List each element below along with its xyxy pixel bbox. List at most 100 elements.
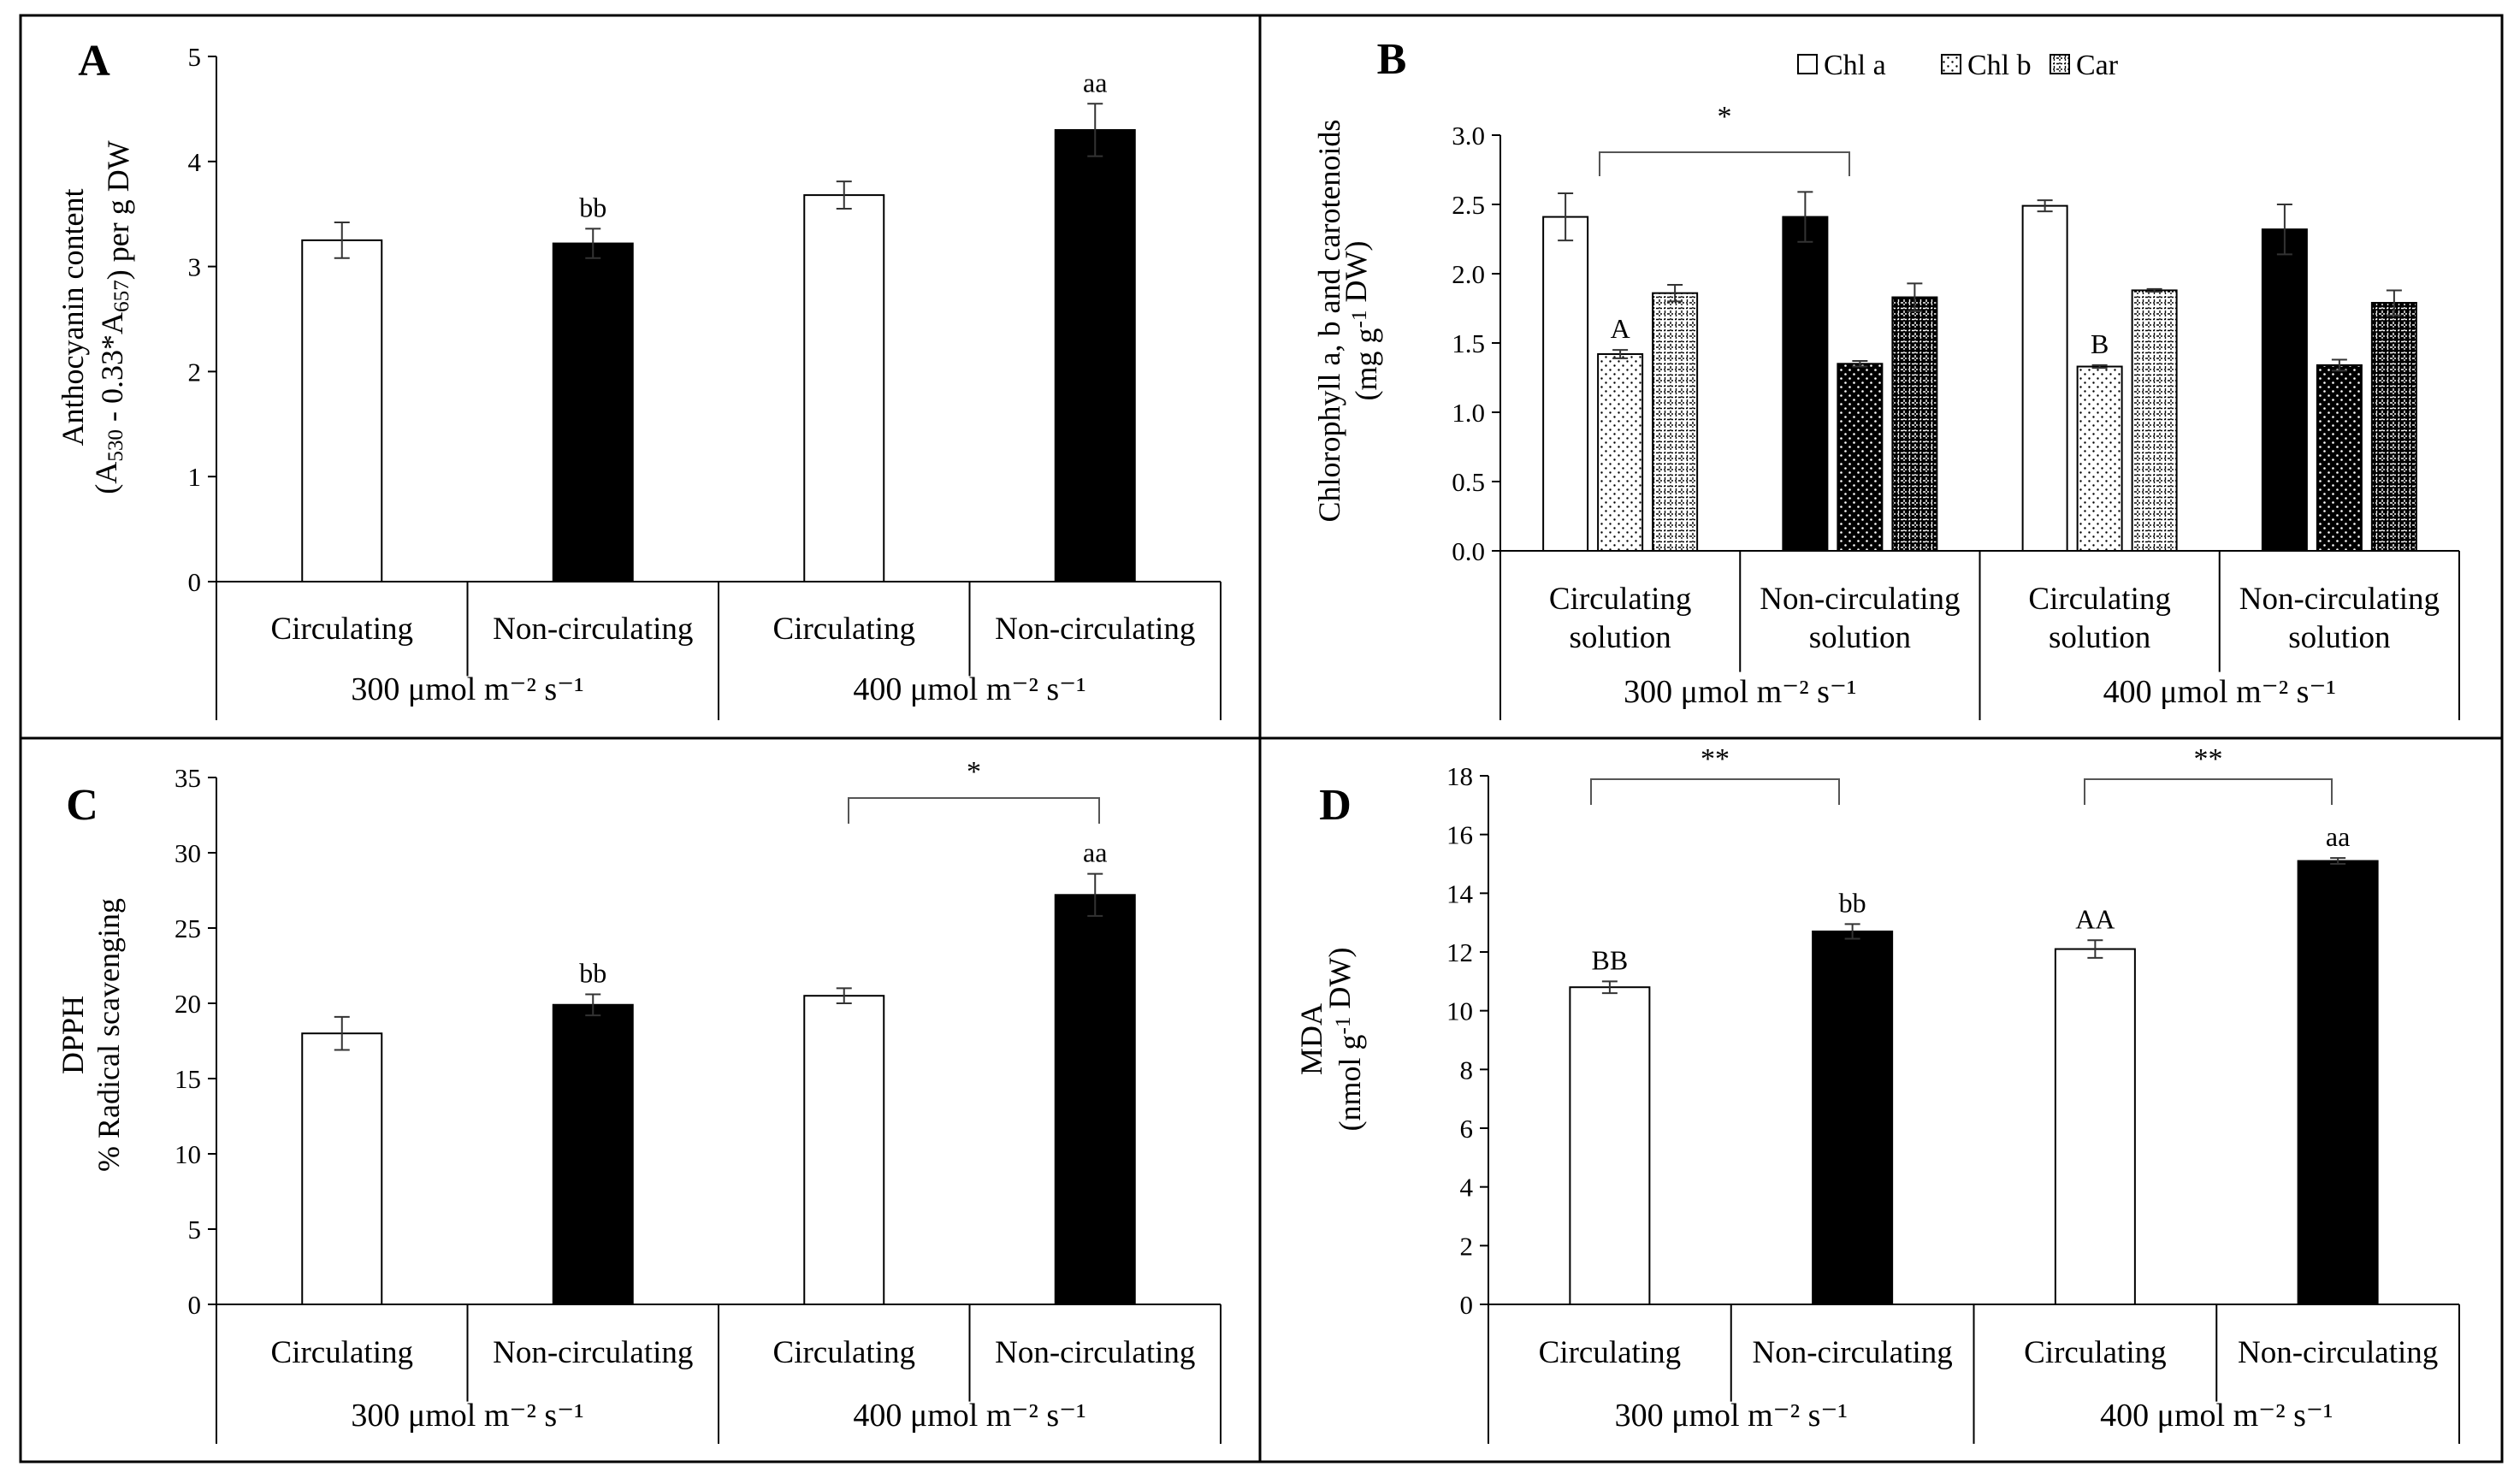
y-tick-label: 25 bbox=[174, 913, 201, 943]
group-label: 300 μmol m⁻² s⁻¹ bbox=[1624, 674, 1856, 710]
category-label-line1: Non-circulating bbox=[1760, 582, 1960, 617]
group-label: 300 μmol m⁻² s⁻¹ bbox=[351, 671, 583, 707]
bracket-label: ** bbox=[1701, 743, 1730, 775]
group-label: 300 μmol m⁻² s⁻¹ bbox=[351, 1398, 583, 1434]
bar-anthocyanin bbox=[301, 239, 383, 582]
y-tick-label: 0 bbox=[188, 1290, 202, 1320]
category-label-line2: solution bbox=[2049, 620, 2150, 655]
y-tick-label: 3.0 bbox=[1452, 121, 1485, 151]
y-axis-label: DPPH bbox=[56, 996, 90, 1074]
bracket-label: ** bbox=[2194, 743, 2223, 775]
y-tick-label: 1 bbox=[188, 462, 202, 492]
significance-label: bb bbox=[579, 957, 606, 988]
y-tick-label: 5 bbox=[188, 42, 202, 72]
bar-mda bbox=[2054, 948, 2136, 1305]
y-tick-label: 10 bbox=[1446, 996, 1473, 1026]
legend-label: Chl b bbox=[1967, 50, 2032, 81]
bar-chl-b bbox=[1597, 352, 1644, 552]
category-label: Circulating bbox=[2024, 1335, 2166, 1370]
significance-bracket bbox=[2084, 778, 2333, 805]
bar-car bbox=[2131, 289, 2178, 552]
y-tick-label: 0 bbox=[1460, 1290, 1474, 1320]
bar-car bbox=[2370, 302, 2417, 552]
significance-bracket bbox=[1599, 151, 1850, 176]
panel-letter: B bbox=[1377, 35, 1407, 84]
y-tick-label: 6 bbox=[1460, 1114, 1474, 1144]
significance-label: aa bbox=[1083, 837, 1107, 868]
legend-swatch bbox=[1797, 54, 1818, 74]
y-tick-label: 2.5 bbox=[1452, 190, 1485, 220]
bar-dpph bbox=[301, 1032, 383, 1305]
y-axis-label: (A530 - 0.33*A657) per g DW bbox=[89, 140, 135, 494]
panel-a: 0 1 2 3 4 5 Circulating Non-circulating Circulat… bbox=[56, 37, 1221, 720]
panel-c: 0 5 10 15 20 25 30 35 Circulating Non-circulating… bbox=[56, 756, 1221, 1444]
legend-label: Car bbox=[2076, 50, 2119, 81]
bar-anthocyanin bbox=[552, 242, 634, 582]
y-axis-label: Chlorophyll a, b and carotenoids bbox=[1312, 120, 1346, 523]
category-label: Circulating bbox=[773, 1335, 915, 1370]
panel-letter: C bbox=[66, 781, 98, 830]
legend-swatch bbox=[1941, 54, 1961, 74]
significance-bracket bbox=[848, 797, 1100, 824]
bar-anthocyanin bbox=[803, 194, 885, 582]
category-label: Non-circulating bbox=[493, 1335, 693, 1370]
category-label-line2: solution bbox=[1809, 620, 1911, 655]
y-tick-label: 2 bbox=[1460, 1231, 1474, 1261]
bar-chl-a bbox=[2261, 228, 2308, 552]
y-tick-label: 30 bbox=[174, 838, 201, 868]
significance-bracket bbox=[1590, 778, 1840, 805]
category-label: Non-circulating bbox=[1753, 1335, 1953, 1370]
y-tick-label: 0.0 bbox=[1452, 536, 1485, 566]
significance-label: AA bbox=[2075, 903, 2115, 934]
category-label-line2: solution bbox=[1570, 620, 1671, 655]
panel-letter: A bbox=[78, 37, 110, 86]
bar-chl-b bbox=[1837, 363, 1884, 552]
category-label-line2: solution bbox=[2288, 620, 2390, 655]
group-label: 300 μmol m⁻² s⁻¹ bbox=[1615, 1398, 1848, 1434]
y-tick-label: 20 bbox=[174, 989, 201, 1019]
legend-label: Chl a bbox=[1824, 50, 1886, 81]
category-label: Circulating bbox=[1539, 1335, 1681, 1370]
panel-b: 0.00.51.01.52.02.53.0Circulatingsolution… bbox=[1312, 35, 2460, 720]
category-label: Non-circulating bbox=[995, 612, 1195, 647]
y-tick-label: 35 bbox=[174, 763, 201, 793]
bar-dpph bbox=[552, 1003, 634, 1305]
category-label: Circulating bbox=[773, 612, 915, 647]
bar-chl-b bbox=[2076, 365, 2123, 553]
bar-car bbox=[1652, 292, 1699, 552]
y-tick-label: 1.0 bbox=[1452, 398, 1485, 428]
group-label: 400 μmol m⁻² s⁻¹ bbox=[853, 1398, 1085, 1434]
significance-label: aa bbox=[2326, 821, 2350, 852]
bar-mda bbox=[2297, 860, 2379, 1305]
category-label: Non-circulating bbox=[995, 1335, 1195, 1370]
y-tick-label: 10 bbox=[174, 1139, 201, 1169]
significance-label: BB bbox=[1592, 944, 1629, 975]
category-label-line1: Circulating bbox=[1549, 582, 1691, 617]
bar-dpph bbox=[1054, 894, 1136, 1306]
category-label: Non-circulating bbox=[493, 612, 693, 647]
bracket-label: * bbox=[1718, 101, 1732, 133]
group-label: 400 μmol m⁻² s⁻¹ bbox=[2103, 674, 2336, 710]
bar-car bbox=[1891, 296, 1938, 552]
panel-letter: D bbox=[1319, 781, 1352, 830]
y-tick-label: 0.5 bbox=[1452, 467, 1485, 497]
y-tick-label: 2.0 bbox=[1452, 259, 1485, 289]
y-tick-label: 2 bbox=[188, 357, 202, 387]
y-axis-label: % Radical scavenging bbox=[92, 898, 126, 1172]
y-axis-label: (mg g-1 DW) bbox=[1339, 241, 1383, 401]
category-label: Circulating bbox=[271, 612, 413, 647]
bar-mda bbox=[1812, 930, 1894, 1305]
y-axis-label: Anthocyanin content bbox=[56, 189, 90, 446]
bracket-label: * bbox=[967, 756, 981, 788]
bar-chl-a bbox=[1542, 216, 1589, 553]
bar-chl-a bbox=[2021, 204, 2068, 552]
y-tick-label: 0 bbox=[188, 567, 202, 597]
y-tick-label: 1.5 bbox=[1452, 328, 1485, 358]
bar-dpph bbox=[803, 995, 885, 1305]
category-label: Non-circulating bbox=[2238, 1335, 2438, 1370]
category-label-line1: Non-circulating bbox=[2239, 582, 2440, 617]
significance-label: B bbox=[2091, 328, 2109, 359]
y-axis-label: (nmol g-1 DW) bbox=[1322, 948, 1367, 1132]
category-label-line1: Circulating bbox=[2028, 582, 2170, 617]
